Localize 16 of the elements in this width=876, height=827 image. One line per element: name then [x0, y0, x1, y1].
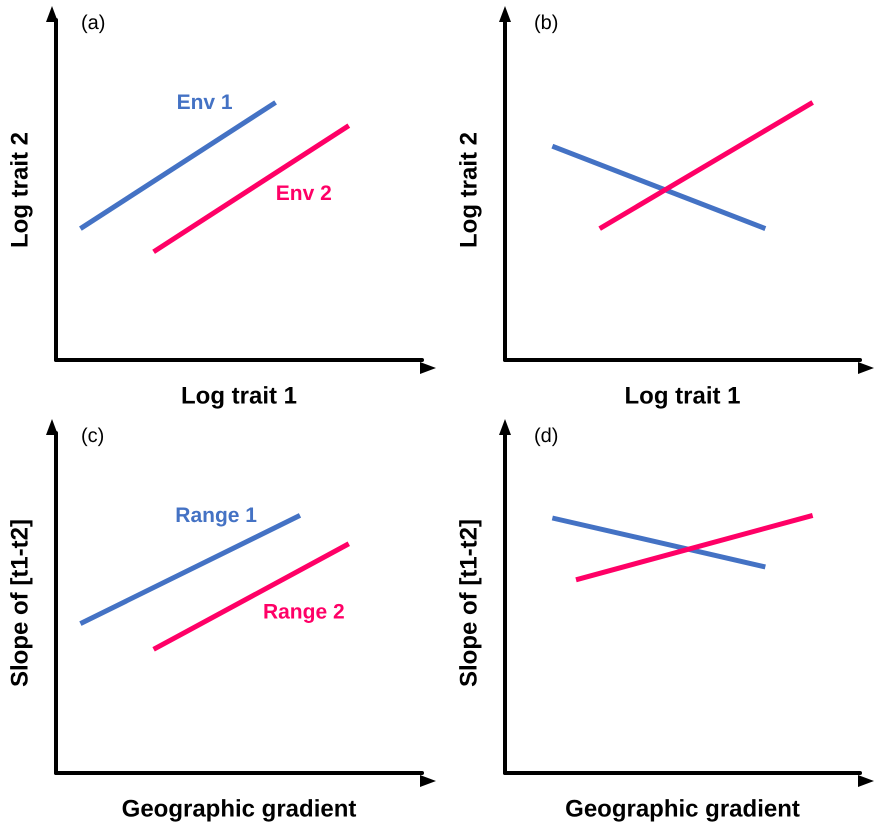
x-axis-title: Geographic gradient: [122, 796, 356, 822]
chart-title: (b): [534, 12, 558, 34]
y-axis-title: Log trait 2: [6, 132, 34, 248]
series-label: Range 1: [175, 504, 258, 527]
chart-title: (a): [81, 12, 106, 34]
x-axis-title: Log trait 1: [180, 382, 298, 410]
y-axis-title: Log trait 2: [456, 132, 482, 248]
y-axis-title: Slope of [t1-t2]: [456, 519, 482, 687]
series-label: Env 1: [176, 90, 233, 114]
series-label: Range 2: [262, 600, 345, 624]
chart-title: (c): [81, 425, 104, 447]
x-axis-title: Geographic gradient: [565, 796, 800, 822]
chart-title: (d): [534, 425, 558, 447]
x-axis-title: Log trait 1: [624, 382, 741, 410]
series-label: Env 2: [276, 182, 332, 206]
y-axis-title: Slope of [t1-t2]: [6, 519, 34, 687]
